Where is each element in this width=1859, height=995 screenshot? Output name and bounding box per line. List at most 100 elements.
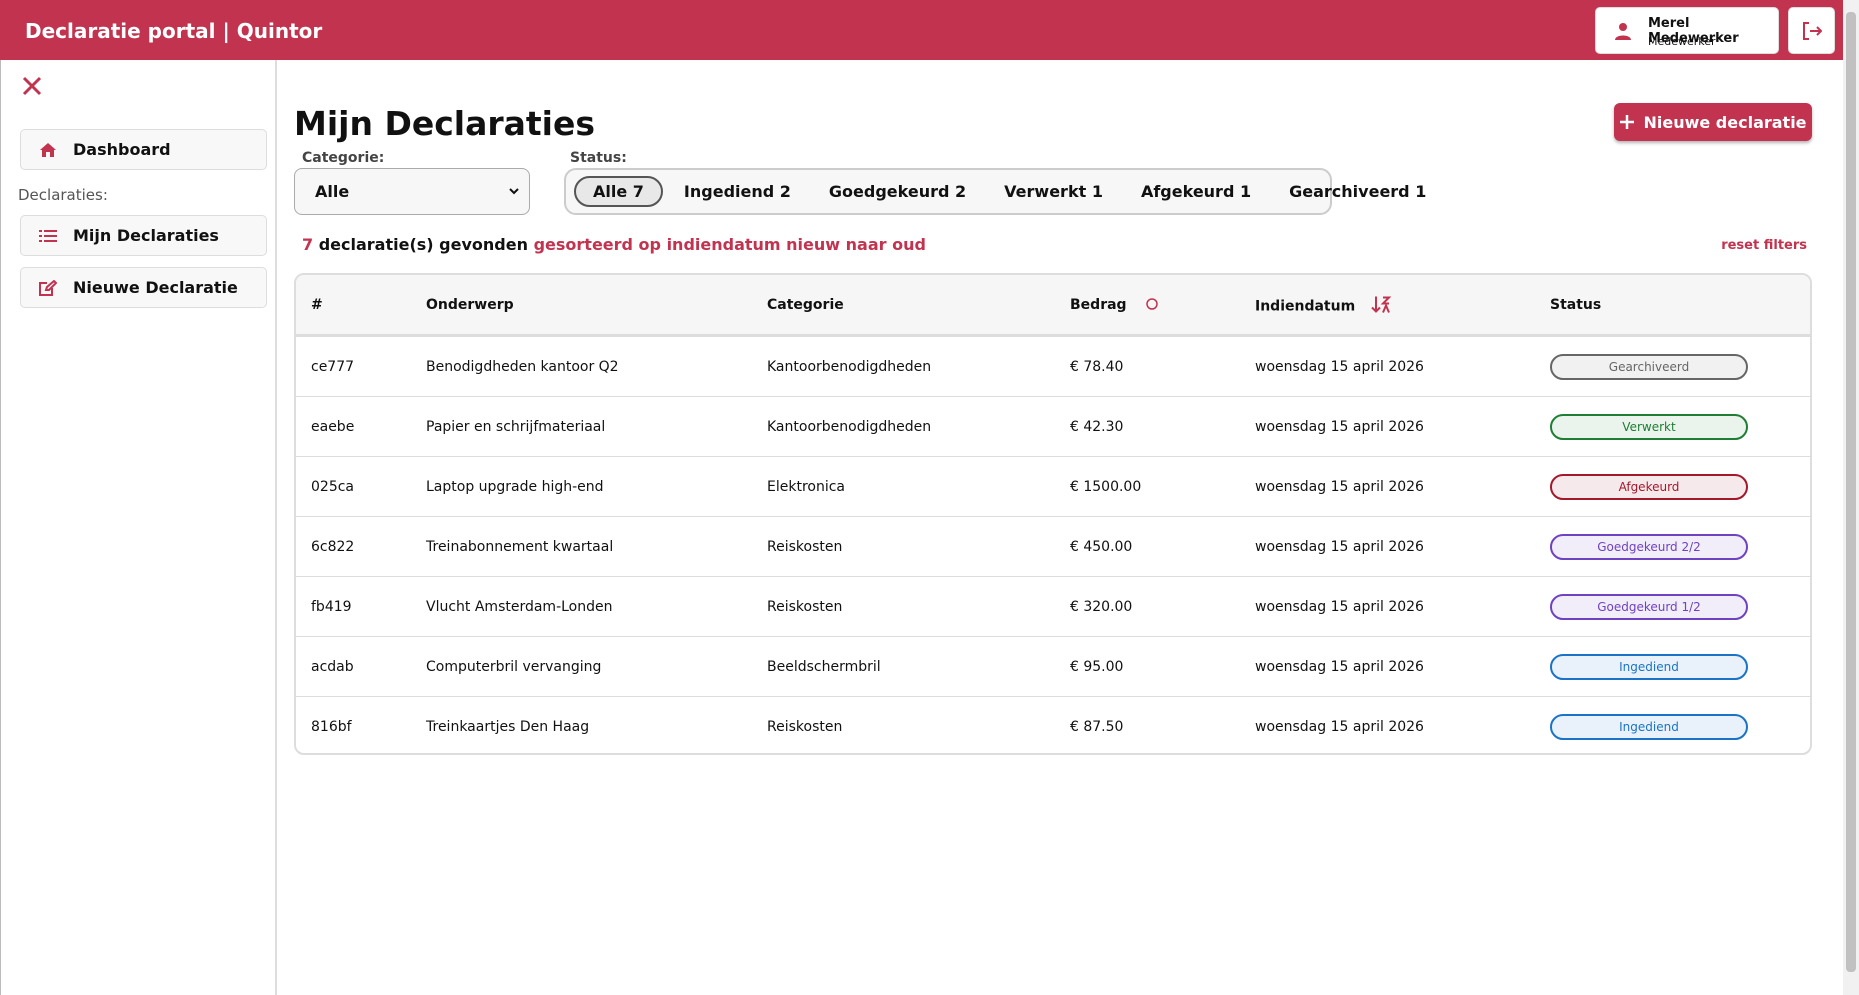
category-select[interactable]: Alle	[294, 168, 530, 215]
user-icon	[1615, 23, 1631, 40]
table-cell: Beeldschermbril	[767, 658, 881, 675]
table-cell: Benodigdheden kantoor Q2	[426, 358, 619, 375]
chip-count: 1	[1091, 182, 1103, 201]
scrollbar	[1843, 0, 1859, 995]
table: # Onderwerp Categorie Bedrag Indiendatum Stat…	[294, 273, 1812, 755]
table-cell: woensdag 15 april 2026	[1255, 718, 1424, 735]
sort-text: gesorteerd op indiendatum nieuw naar oud	[533, 235, 926, 254]
table-cell: € 78.40	[1070, 358, 1124, 375]
new-button[interactable]: Nieuwe declaratie	[1614, 103, 1812, 141]
table-cell: € 87.50	[1070, 718, 1124, 735]
table-row: ce777 Benodigdheden kantoor Q2 Kantoorbeno…	[296, 337, 1810, 397]
chip-label: Alle	[593, 182, 628, 201]
list-icon	[39, 230, 57, 242]
table-cell: Elektronica	[767, 478, 845, 495]
logout-icon	[1803, 22, 1822, 40]
table-cell: 025ca	[311, 478, 354, 495]
table-cell: Reiskosten	[767, 538, 843, 555]
status-filter: Alle 7 Ingediend 2 Goedgekeurd 2 Verwerkt 1…	[564, 168, 1426, 215]
table-cell: Papier en schrijfmateriaal	[426, 418, 606, 435]
plus-icon	[1620, 115, 1635, 129]
table-cell: Treinabonnement kwartaal	[426, 538, 614, 555]
reset-filters[interactable]: reset filters	[1721, 238, 1807, 253]
table-cell: 6c822	[311, 538, 355, 555]
table-row: acdab Computerbril vervanging Beeldschermb…	[296, 637, 1810, 697]
table-cell: Kantoorbenodigdheden	[767, 418, 932, 435]
status-badge: Afgekeurd	[1550, 473, 1748, 500]
status-badge: Goedgekeurd 1/2	[1550, 593, 1748, 620]
table-cell: € 320.00	[1070, 598, 1133, 615]
table-cell: acdab	[311, 658, 354, 675]
close-icon[interactable]	[22, 76, 42, 96]
status-chip[interactable]: Gearchiveerd 1	[1272, 178, 1443, 205]
page-title: Mijn Declaraties	[294, 104, 596, 143]
section-label: Declaraties:	[18, 186, 108, 204]
user-name: Merel Medewerker	[1648, 16, 1739, 46]
button-label: Nieuwe declaratie	[1643, 112, 1807, 132]
table-cell: € 95.00	[1070, 658, 1124, 675]
chevron	[509, 188, 519, 195]
status-badge: Goedgekeurd 2/2	[1550, 533, 1748, 560]
table-cell: ce777	[311, 358, 355, 375]
home-icon	[40, 143, 56, 157]
table-row: 6c822 Treinabonnement kwartaal Reiskosten €…	[296, 517, 1810, 577]
chip-count: 1	[1239, 182, 1252, 201]
status-chip[interactable]: Verwerkt 1	[987, 178, 1120, 205]
table-cell: € 450.00	[1070, 538, 1133, 555]
sort-icon	[1371, 296, 1392, 313]
table-cell: eaebe	[311, 418, 355, 435]
user-role: Medewerker	[1648, 35, 1716, 48]
table-cell: woensdag 15 april 2026	[1255, 598, 1424, 615]
column-header: Onderwerp	[426, 296, 514, 313]
column-header[interactable]: Indiendatum	[1255, 295, 1392, 314]
nav-label: Dashboard	[73, 140, 171, 159]
chip-count: 7	[632, 182, 644, 201]
status-badge: Gearchiveerd	[1550, 353, 1748, 380]
table-cell: woensdag 15 april 2026	[1255, 538, 1424, 555]
filter-label: Status:	[570, 150, 627, 166]
sidebar: Dashboard Declaraties: Mijn Declaraties …	[0, 60, 277, 995]
column-header[interactable]: Bedrag	[1070, 297, 1159, 313]
result-count: 7	[302, 235, 314, 254]
table-cell: woensdag 15 april 2026	[1255, 418, 1424, 435]
logout-button[interactable]	[1788, 7, 1835, 54]
column-header: #	[311, 296, 323, 313]
chip-label: Goedgekeurd	[828, 182, 950, 201]
chip-count: 2	[779, 182, 791, 201]
table-header: # Onderwerp Categorie Bedrag Indiendatum Stat…	[296, 275, 1810, 337]
status-chip[interactable]: Afgekeurd 1	[1124, 178, 1268, 205]
status-chip[interactable]: Goedgekeurd 2	[812, 178, 983, 205]
status-chip[interactable]: Alle 7	[574, 176, 663, 207]
column-header: Categorie	[767, 296, 844, 313]
table-cell: Laptop upgrade high-end	[426, 478, 604, 495]
status-badge: Ingediend	[1550, 653, 1748, 680]
table-cell: woensdag 15 april 2026	[1255, 358, 1424, 375]
chip-label: Gearchiveerd	[1289, 182, 1410, 201]
filter-label: Categorie:	[302, 150, 385, 166]
summary: 7 declaratie(s) gevonden gesorteerd op i…	[302, 235, 926, 254]
table-row: eaebe Papier en schrijfmateriaal Kantoorbe…	[296, 397, 1810, 457]
status-chip[interactable]: Ingediend 2	[667, 178, 808, 205]
table-cell: Vlucht Amsterdam-Londen	[426, 598, 613, 615]
select-value: Alle	[315, 182, 350, 201]
nav-item[interactable]: Nieuwe Declaratie	[20, 267, 267, 308]
table-cell: woensdag 15 april 2026	[1255, 478, 1424, 495]
nav-item[interactable]: Mijn Declaraties	[20, 215, 267, 256]
chip-label: Afgekeurd	[1140, 182, 1235, 201]
table-row: 816bf Treinkaartjes Den Haag Reiskosten € 8…	[296, 697, 1810, 753]
table-cell: € 42.30	[1070, 418, 1124, 435]
table-cell: Kantoorbenodigdheden	[767, 358, 932, 375]
table-cell: Computerbril vervanging	[426, 658, 602, 675]
chip-count: 1	[1415, 182, 1427, 201]
user-card[interactable]: Merel Medewerker Medewerker	[1595, 7, 1779, 54]
table-cell: € 1500.00	[1070, 478, 1142, 495]
sort-icon	[1145, 297, 1158, 310]
table-cell: 816bf	[311, 718, 352, 735]
app-title: Declaratie portal | Quintor	[25, 19, 323, 43]
status-badge: Ingediend	[1550, 713, 1748, 740]
nav-item[interactable]: Dashboard	[20, 129, 267, 170]
table-row: fb419 Vlucht Amsterdam-Londen Reiskosten € …	[296, 577, 1810, 637]
chip-label: Ingediend	[683, 182, 775, 201]
nav-label: Nieuwe Declaratie	[73, 278, 238, 297]
